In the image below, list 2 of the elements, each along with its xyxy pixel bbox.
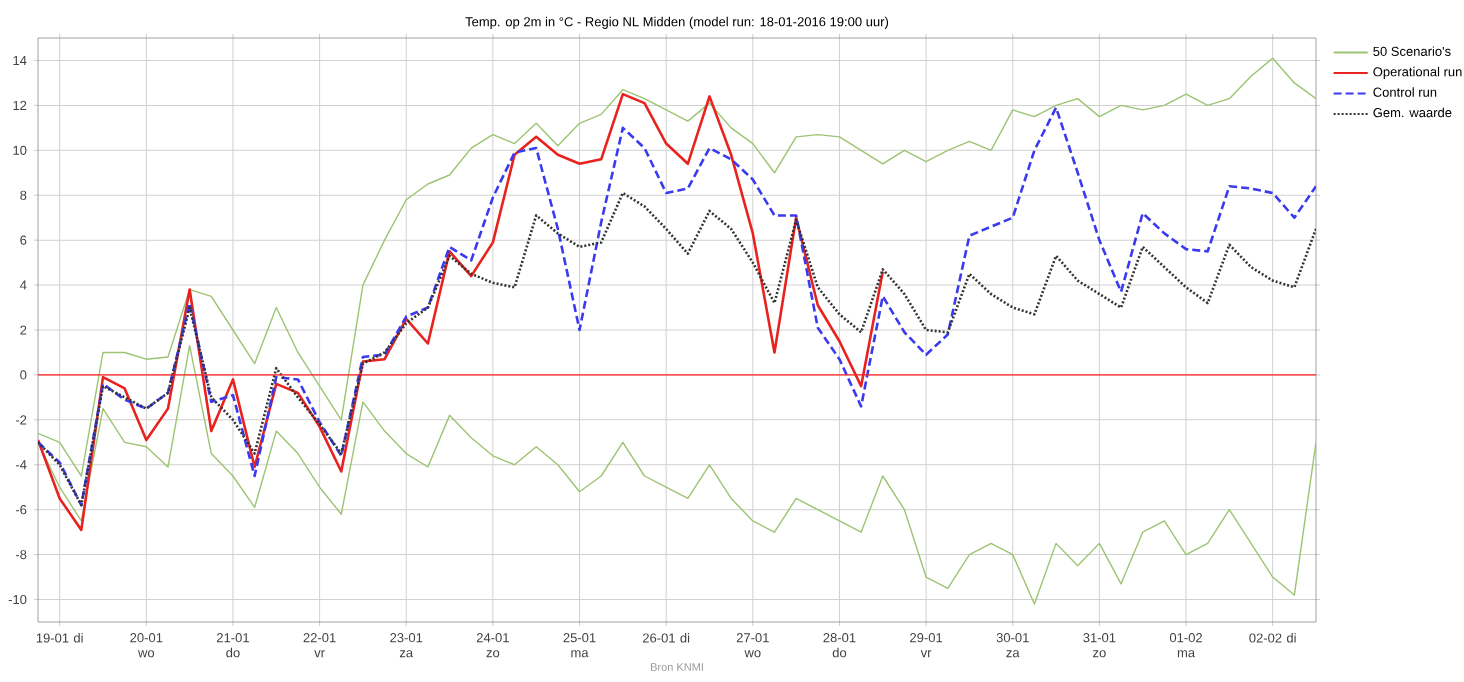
line-series xyxy=(38,92,885,532)
line-series xyxy=(38,106,1316,507)
